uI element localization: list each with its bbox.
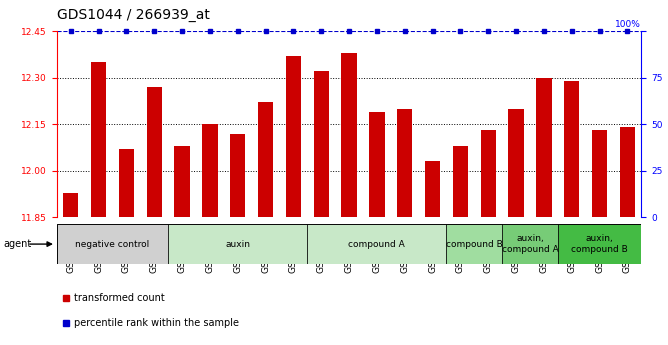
Bar: [313, 71, 329, 217]
Text: percentile rank within the sample: percentile rank within the sample: [74, 318, 239, 327]
Bar: [63, 193, 78, 217]
Text: negative control: negative control: [75, 239, 150, 249]
Bar: [480, 130, 496, 217]
Text: compound B: compound B: [446, 239, 502, 249]
Bar: [508, 109, 524, 217]
Bar: [446, 224, 502, 264]
Bar: [592, 130, 607, 217]
Bar: [91, 62, 106, 217]
Bar: [425, 161, 440, 217]
Text: auxin: auxin: [225, 239, 250, 249]
Bar: [502, 224, 558, 264]
Bar: [341, 53, 357, 217]
Text: auxin,
compound B: auxin, compound B: [571, 234, 628, 254]
Bar: [57, 224, 168, 264]
Bar: [453, 146, 468, 217]
Bar: [286, 56, 301, 217]
Bar: [230, 134, 245, 217]
Bar: [307, 224, 446, 264]
Text: agent: agent: [3, 239, 31, 249]
Text: transformed count: transformed count: [74, 293, 165, 303]
Bar: [369, 112, 385, 217]
Text: compound A: compound A: [349, 239, 405, 249]
Bar: [536, 78, 552, 217]
Text: GDS1044 / 266939_at: GDS1044 / 266939_at: [57, 8, 210, 22]
Bar: [558, 224, 641, 264]
Bar: [564, 81, 579, 217]
Bar: [146, 87, 162, 217]
Bar: [202, 124, 218, 217]
Text: 100%: 100%: [615, 20, 641, 29]
Bar: [620, 127, 635, 217]
Bar: [119, 149, 134, 217]
Text: auxin,
compound A: auxin, compound A: [502, 234, 558, 254]
Bar: [168, 224, 307, 264]
Bar: [258, 102, 273, 217]
Bar: [174, 146, 190, 217]
Bar: [397, 109, 412, 217]
